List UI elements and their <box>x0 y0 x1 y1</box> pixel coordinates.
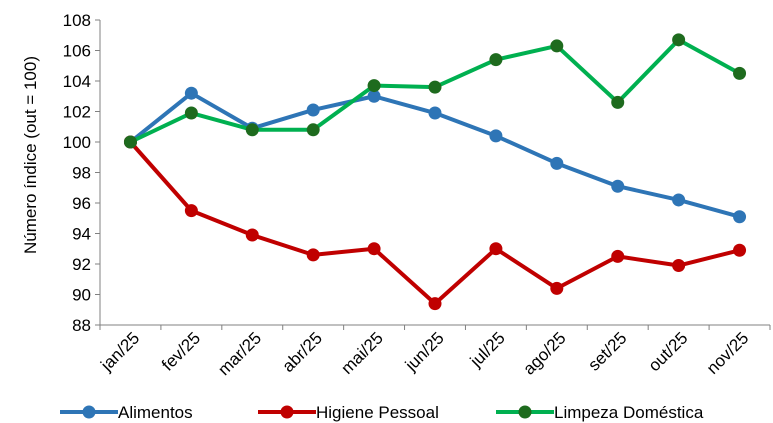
data-point <box>245 123 259 137</box>
y-tick-label: 90 <box>72 286 91 305</box>
x-tick-label: fev/25 <box>158 328 204 374</box>
data-point <box>489 242 503 256</box>
data-point <box>306 123 320 137</box>
data-point <box>367 79 381 93</box>
x-tick-label: jun/25 <box>401 328 448 375</box>
series-0 <box>123 86 747 224</box>
data-point <box>184 106 198 120</box>
legend-swatch-marker <box>280 405 294 419</box>
data-point <box>367 89 381 103</box>
legend-item: Alimentos <box>60 403 193 422</box>
data-point <box>611 95 625 109</box>
data-point <box>550 39 564 53</box>
y-tick-label: 94 <box>72 225 91 244</box>
data-point <box>306 103 320 117</box>
legend-item: Limpeza Doméstica <box>496 403 704 422</box>
x-tick-label: out/25 <box>645 328 692 375</box>
data-point <box>550 281 564 295</box>
series-1 <box>123 135 747 311</box>
series-lines <box>123 33 747 311</box>
y-tick-labels: 88 90 92 94 96 98 100 102 104 106 108 <box>63 11 91 335</box>
x-tick-label: jan/25 <box>96 328 143 375</box>
y-tick-label: 92 <box>72 255 91 274</box>
x-tick-label: set/25 <box>584 328 630 374</box>
data-point <box>733 66 747 80</box>
y-tick-label: 102 <box>63 103 91 122</box>
legend: Alimentos Higiene Pessoal Limpeza Doméstic… <box>60 403 704 422</box>
data-point <box>184 204 198 218</box>
x-tick-label: mar/25 <box>214 328 265 379</box>
series-2 <box>123 33 747 149</box>
y-tick-label: 98 <box>72 164 91 183</box>
legend-item: Higiene Pessoal <box>258 403 439 422</box>
x-tick-label: ago/25 <box>519 328 569 378</box>
data-point <box>672 33 686 47</box>
legend-label: Higiene Pessoal <box>316 403 439 422</box>
series-line <box>128 140 741 306</box>
x-tick-label: mai/25 <box>337 328 387 378</box>
data-point <box>672 193 686 207</box>
data-point <box>733 243 747 257</box>
x-tick-label: nov/25 <box>703 328 753 378</box>
x-tick-labels: jan/25 fev/25 mar/25 abr/25 mai/25 jun/25 jul/… <box>96 328 752 379</box>
y-tick-label: 104 <box>63 72 91 91</box>
legend-swatch-marker <box>518 405 532 419</box>
y-tick-label: 88 <box>72 316 91 335</box>
data-point <box>428 106 442 120</box>
legend-label: Limpeza Doméstica <box>554 403 704 422</box>
y-tick-label: 106 <box>63 42 91 61</box>
data-point <box>428 80 442 94</box>
data-point <box>306 248 320 262</box>
data-point <box>428 297 442 311</box>
axes <box>95 19 771 330</box>
data-point <box>611 179 625 193</box>
y-tick-label: 108 <box>63 11 91 30</box>
legend-swatch-marker <box>82 405 96 419</box>
x-tick-label: jul/25 <box>466 328 509 371</box>
data-point <box>672 259 686 273</box>
data-point <box>184 86 198 100</box>
data-point <box>550 156 564 170</box>
y-tick-label: 100 <box>63 133 91 152</box>
data-point <box>123 135 137 149</box>
x-tick-label: abr/25 <box>278 328 326 376</box>
data-point <box>489 53 503 67</box>
data-point <box>367 242 381 256</box>
data-point <box>733 210 747 224</box>
y-tick-label: 96 <box>72 194 91 213</box>
data-point <box>245 228 259 242</box>
data-point <box>611 249 625 263</box>
data-point <box>489 129 503 143</box>
legend-label: Alimentos <box>118 403 193 422</box>
y-axis-label: Número índice (out = 100) <box>21 56 40 254</box>
